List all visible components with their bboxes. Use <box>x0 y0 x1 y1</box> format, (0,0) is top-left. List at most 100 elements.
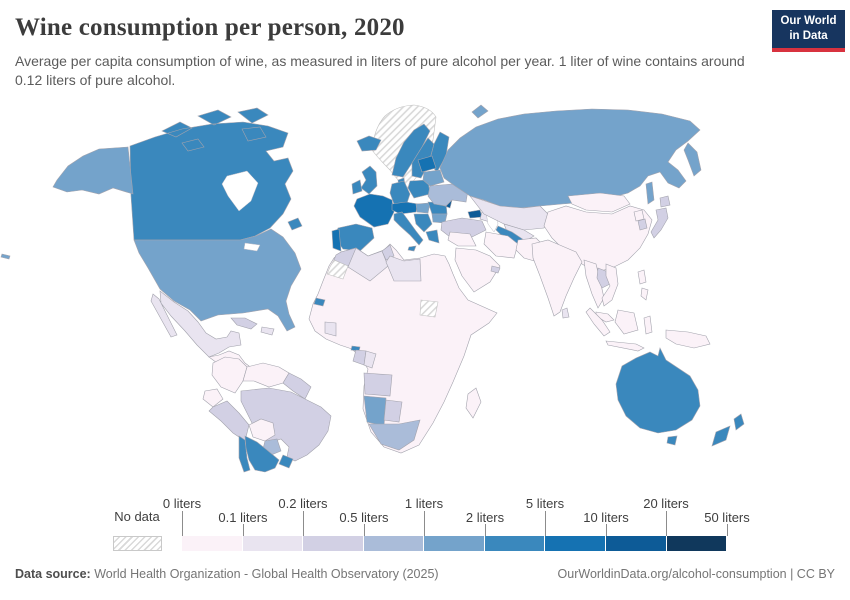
hudson-bay <box>221 170 259 212</box>
country-iceland[interactable] <box>356 135 382 152</box>
country-australia[interactable] <box>615 347 701 446</box>
legend-tick-label: 20 liters <box>643 496 689 511</box>
country-russia[interactable] <box>439 104 702 209</box>
country-belarus[interactable] <box>422 169 445 187</box>
country-uk[interactable] <box>360 165 378 195</box>
owid-logo[interactable]: Our World in Data <box>772 10 845 52</box>
great-lakes <box>243 242 261 252</box>
country-namibia[interactable] <box>363 395 387 427</box>
country-france[interactable] <box>353 193 395 228</box>
country-botswana[interactable] <box>383 399 403 423</box>
country-new-zealand[interactable] <box>711 413 745 447</box>
chart-footer: Data source: World Health Organization -… <box>15 567 835 581</box>
legend-tick <box>666 511 667 536</box>
country-mongolia[interactable] <box>567 192 631 213</box>
country-bolivia[interactable] <box>248 418 276 442</box>
region-sub-saharan-africa[interactable] <box>308 243 498 454</box>
legend-tick-label: 0.2 liters <box>278 496 328 511</box>
owid-logo-line2: in Data <box>789 29 828 42</box>
legend-tick <box>424 511 425 536</box>
country-balkans[interactable] <box>413 213 433 233</box>
data-source-line: Data source: World Health Organization -… <box>15 567 439 581</box>
map-legend: No data 0 liters 0.1 liters 0.2 liters 0… <box>0 496 850 554</box>
country-cote-divoire[interactable] <box>324 321 337 337</box>
legend-tick <box>303 511 304 536</box>
country-indonesia[interactable] <box>585 307 653 352</box>
data-source-text: World Health Organization - Global Healt… <box>90 567 439 581</box>
country-sri-lanka[interactable] <box>561 307 570 319</box>
country-uae[interactable] <box>490 265 501 274</box>
country-western-sahara[interactable] <box>326 259 349 280</box>
legend-tick <box>727 524 728 536</box>
country-india[interactable] <box>531 239 583 317</box>
legend-tick <box>485 524 486 536</box>
chart-subtitle: Average per capita consumption of wine, … <box>15 53 745 88</box>
world-choropleth-map[interactable] <box>0 95 850 495</box>
owid-logo-line1: Our World <box>780 15 837 27</box>
country-south-korea[interactable] <box>637 218 648 231</box>
country-mexico[interactable] <box>150 290 242 358</box>
legend-bin-swatch[interactable] <box>242 536 304 551</box>
country-italy[interactable] <box>393 211 424 252</box>
country-chile[interactable] <box>238 435 251 473</box>
legend-tick-label: 50 liters <box>704 510 750 525</box>
country-iran[interactable] <box>483 231 519 259</box>
country-madagascar[interactable] <box>465 387 482 419</box>
country-alaska[interactable] <box>52 146 134 195</box>
country-philippines[interactable] <box>637 269 649 301</box>
country-georgia[interactable] <box>467 209 483 219</box>
legend-color-bar <box>182 536 728 551</box>
legend-bin-swatch[interactable] <box>303 536 364 551</box>
country-venezuela[interactable] <box>242 362 290 388</box>
legend-tick-label: 0.1 liters <box>218 510 268 525</box>
country-north-korea[interactable] <box>633 209 645 222</box>
country-angola[interactable] <box>363 372 393 397</box>
country-switzerland-austria[interactable] <box>391 201 419 215</box>
country-hungary-slovakia[interactable] <box>415 202 431 214</box>
country-ecuador[interactable] <box>202 388 224 408</box>
country-ireland[interactable] <box>351 179 363 195</box>
legend-bin-swatch[interactable] <box>363 536 425 551</box>
country-myanmar-thailand[interactable] <box>583 259 605 309</box>
country-guinea-bissau[interactable] <box>313 297 326 307</box>
legend-bin-swatch[interactable] <box>545 536 606 551</box>
credit-line[interactable]: OurWorldinData.org/alcohol-consumption |… <box>557 567 835 581</box>
country-hawaii[interactable] <box>0 253 11 260</box>
legend-no-data-swatch[interactable] <box>113 536 162 551</box>
country-libya[interactable] <box>385 255 422 282</box>
legend-tick-label: 10 liters <box>583 510 629 525</box>
legend-tick <box>545 511 546 536</box>
country-baltics[interactable] <box>417 155 437 173</box>
legend-bin-swatch[interactable] <box>182 536 243 551</box>
country-canada[interactable] <box>129 107 303 241</box>
legend-tick <box>606 524 607 536</box>
country-congo[interactable] <box>363 350 377 369</box>
country-greece[interactable] <box>425 229 440 244</box>
legend-bin-swatch[interactable] <box>605 536 667 551</box>
legend-bin-swatch[interactable] <box>484 536 546 551</box>
country-japan[interactable] <box>650 195 671 239</box>
legend-tick-label: 0.5 liters <box>339 510 389 525</box>
country-argentina[interactable] <box>244 435 280 473</box>
country-hispaniola[interactable] <box>260 326 275 336</box>
country-iraq-syria[interactable] <box>447 231 477 247</box>
country-south-sudan[interactable] <box>419 299 439 318</box>
legend-bin-swatch[interactable] <box>666 536 728 551</box>
country-new-guinea[interactable] <box>665 329 711 349</box>
legend-tick <box>182 511 183 536</box>
country-usa[interactable] <box>133 228 302 332</box>
legend-no-data-label: No data <box>114 509 160 524</box>
country-uruguay[interactable] <box>278 454 294 469</box>
country-arabian-peninsula[interactable] <box>454 247 501 293</box>
country-cuba[interactable] <box>230 317 258 330</box>
country-portugal[interactable] <box>331 228 342 252</box>
page-title: Wine consumption per person, 2020 <box>15 14 405 41</box>
country-peru[interactable] <box>208 400 250 442</box>
country-vietnam[interactable] <box>601 263 619 307</box>
country-colombia[interactable] <box>211 356 248 394</box>
country-south-africa[interactable] <box>368 419 421 451</box>
legend-bin-swatch[interactable] <box>424 536 485 551</box>
country-norway[interactable] <box>391 123 431 178</box>
legend-tick-label: 1 liters <box>404 496 444 511</box>
